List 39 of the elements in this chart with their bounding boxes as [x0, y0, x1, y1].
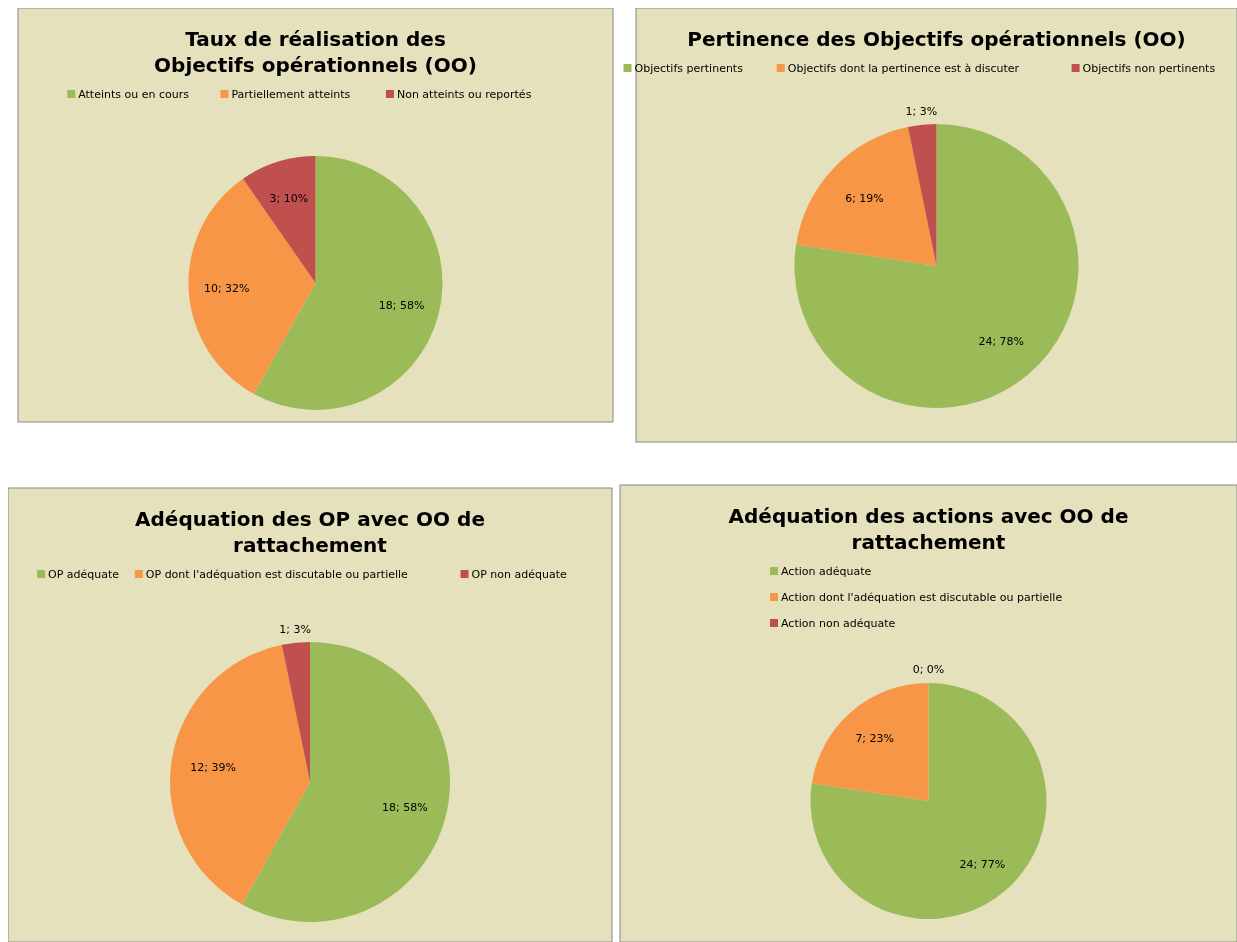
legend-label: OP adéquate: [48, 568, 120, 581]
legend-label: Non atteints ou reportés: [396, 88, 532, 101]
chart-title: Pertinence des Objectifs opérationnels (OO): [687, 27, 1186, 51]
legend-label: OP dont l'adéquation est discutable ou partielle: [145, 568, 409, 581]
legend-label: OP non adéquate: [471, 568, 567, 581]
text: 0; 0%: [912, 663, 945, 676]
data-label: 6; 19%: [845, 191, 884, 205]
pie-slice: [170, 644, 310, 905]
data-label: 1; 3%: [279, 622, 311, 636]
legend-label: Action dont l'adéquation est discutable ou partielle: [781, 591, 1063, 604]
data-label: 18; 58%: [382, 800, 428, 814]
data-label: 3; 10%: [269, 192, 309, 206]
pie-slice: [188, 178, 316, 395]
chart-title: Adéquation des OP avec OO de rattachement: [135, 507, 485, 557]
data-label: 12; 39%: [190, 761, 236, 775]
pie-slice: [907, 124, 937, 266]
data-label: 1; 3%: [905, 104, 938, 118]
data-label: 24; 77%: [959, 857, 1006, 871]
legend-label: Partiellement atteints: [231, 88, 351, 101]
pie-slice: [811, 683, 929, 801]
data-label: 24; 78%: [978, 335, 1025, 349]
data-label: 7; 23%: [855, 732, 895, 746]
pie-slice: [794, 124, 1079, 408]
data-label: 10; 32%: [203, 281, 250, 295]
chart-title: Adéquation des actions avec OO de rattachement: [728, 504, 1129, 554]
data-label: 18; 58%: [378, 299, 425, 313]
pie-slice: [810, 683, 1047, 919]
pie-slice: [242, 156, 316, 283]
pie-slice: [253, 156, 443, 410]
legend-label: Atteints ou en cours: [78, 88, 190, 101]
pie-slice: [242, 642, 450, 922]
legend-label: Objectifs dont la pertinence est à discuter: [787, 62, 1020, 75]
legend-label: Action non adéquate: [781, 617, 896, 630]
pie-slice: [281, 642, 310, 782]
legend-label: Objectifs non pertinents: [1082, 62, 1216, 75]
pie-slice: [796, 126, 937, 266]
legend-label: Action adéquate: [781, 565, 872, 578]
legend-label: Objectifs pertinents: [634, 62, 744, 75]
chart-title: Taux de réalisation des Objectifs opérationnels (OO): [154, 27, 477, 77]
